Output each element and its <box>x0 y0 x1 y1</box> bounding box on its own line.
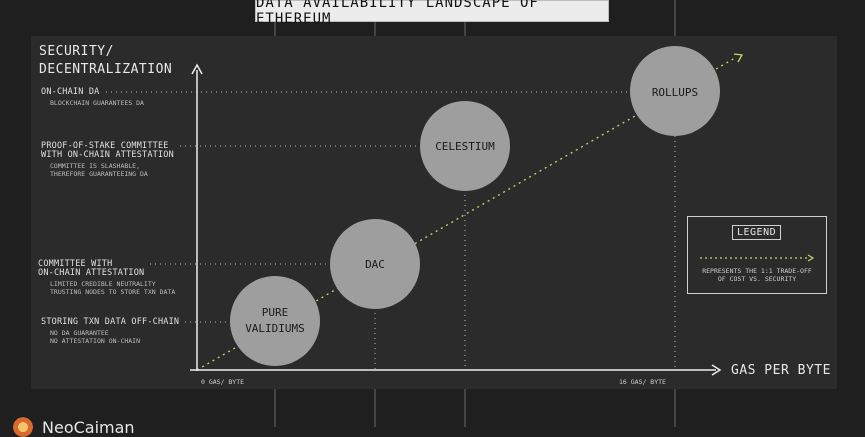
level-pos-committee: PROOF-OF-STAKE COMMITTEE WITH ON-CHAIN A… <box>41 141 174 179</box>
brand-logo-icon <box>12 415 34 437</box>
level-sub: COMMITTEE IS SLASHABLE, <box>50 162 141 170</box>
y-axis-arrow-icon <box>191 63 203 75</box>
level-sub: NO ATTESTATION ON-CHAIN <box>50 337 141 345</box>
node-label-rollups: ROLLUPS <box>652 86 698 99</box>
diagram-title: DATA AVAILABILITY LANDSCAPE OF ETHEREUM <box>255 0 609 27</box>
brand-name: NeoCaiman <box>42 418 135 437</box>
node-pure-validiums <box>230 276 320 366</box>
level-label: PROOF-OF-STAKE COMMITTEE <box>41 141 169 151</box>
x-axis-arrow-icon <box>711 364 722 376</box>
node-label-dac: DAC <box>365 258 385 271</box>
level-label: ON-CHAIN ATTESTATION <box>38 268 145 278</box>
node-rollups <box>630 46 720 136</box>
diagram-canvas: ROLLUPS CELESTIUM DAC PURE VALIDIUMS <box>31 0 837 427</box>
level-label: ON-CHAIN DA <box>41 87 100 97</box>
level-label: COMMITTEE WITH <box>38 259 113 269</box>
level-sub: NO DA GUARANTEE <box>50 329 109 337</box>
node-dac <box>330 219 420 309</box>
level-sub: THEREFORE GUARANTEEING DA <box>50 170 148 178</box>
level-sub: TRUSTING NODES TO STORE TXN DATA <box>50 288 176 296</box>
x-tick-0: 0 GAS/ BYTE <box>201 378 245 386</box>
x-tick-16: 16 GAS/ BYTE <box>619 378 666 386</box>
legend-description: REPRESENTS THE 1:1 TRADE-OFF OF COST VS.… <box>692 267 822 283</box>
level-label: STORING TXN DATA OFF-CHAIN <box>41 317 180 327</box>
y-axis-title-line-1: SECURITY/ <box>39 44 114 59</box>
node-label-celestium: CELESTIUM <box>435 140 495 153</box>
node-celestium <box>420 101 510 191</box>
level-on-chain-da: ON-CHAIN DA BLOCKCHAIN GUARANTEES DA <box>41 87 144 108</box>
legend-box: LEGEND REPRESENTS THE 1:1 TRADE-OFF OF C… <box>687 216 827 294</box>
legend-description-line-2: OF COST VS. SECURITY <box>717 275 797 283</box>
level-committee: COMMITTEE WITH ON-CHAIN ATTESTATION LIMI… <box>38 259 176 297</box>
level-sub: BLOCKCHAIN GUARANTEES DA <box>50 99 144 107</box>
tradeoff-arrow-icon <box>733 53 744 63</box>
level-off-chain: STORING TXN DATA OFF-CHAIN NO DA GUARANT… <box>41 317 180 346</box>
node-label-pure-validiums: PURE VALIDIUMS <box>245 306 305 335</box>
legend-title: LEGEND <box>732 225 782 240</box>
y-axis-title: SECURITY/ DECENTRALIZATION <box>39 43 172 79</box>
level-label: WITH ON-CHAIN ATTESTATION <box>41 150 174 160</box>
legend-arrow-icon <box>807 254 815 262</box>
level-sub: LIMITED CREDIBLE NEUTRALITY <box>50 280 156 288</box>
legend-description-line-1: REPRESENTS THE 1:1 TRADE-OFF <box>702 267 812 275</box>
y-axis-title-line-2: DECENTRALIZATION <box>39 62 173 77</box>
x-axis-title: GAS PER BYTE <box>731 363 831 378</box>
